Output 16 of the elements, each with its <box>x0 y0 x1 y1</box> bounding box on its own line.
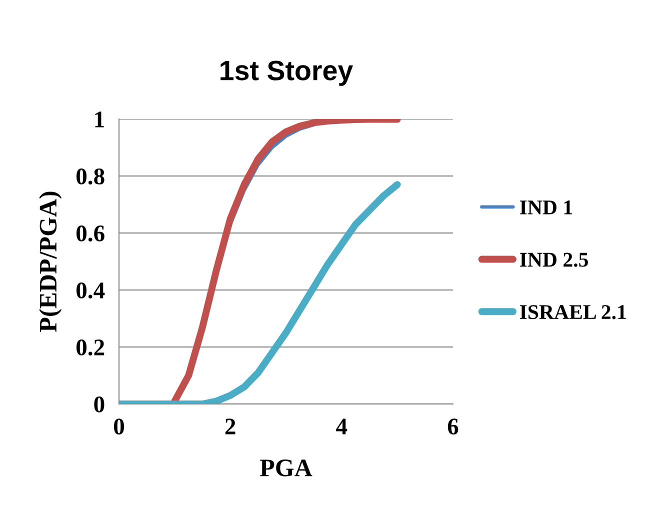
y-tick-label: 0.2 <box>76 339 104 356</box>
x-tick-label: 4 <box>336 418 348 434</box>
y-tick-label: 0.6 <box>76 225 104 242</box>
legend-label: ISRAEL 2.1 <box>520 305 626 320</box>
x-tick-label: 6 <box>448 418 458 435</box>
x-tick-label: 2 <box>225 418 236 434</box>
y-axis-title: P(EDP/PGA) <box>39 192 62 332</box>
y-tick-label: 0.4 <box>76 282 105 299</box>
legend-label: IND 1 <box>520 200 572 214</box>
x-tick-label: 0 <box>114 418 124 435</box>
y-tick-label: 1 <box>95 112 104 128</box>
y-tick-label: 0.8 <box>76 168 104 185</box>
chart-title: 1st Storey <box>220 60 354 86</box>
y-tick-label: 0 <box>94 396 104 412</box>
legend-label: IND 2.5 <box>520 252 588 267</box>
x-axis-title: PGA <box>260 460 312 476</box>
